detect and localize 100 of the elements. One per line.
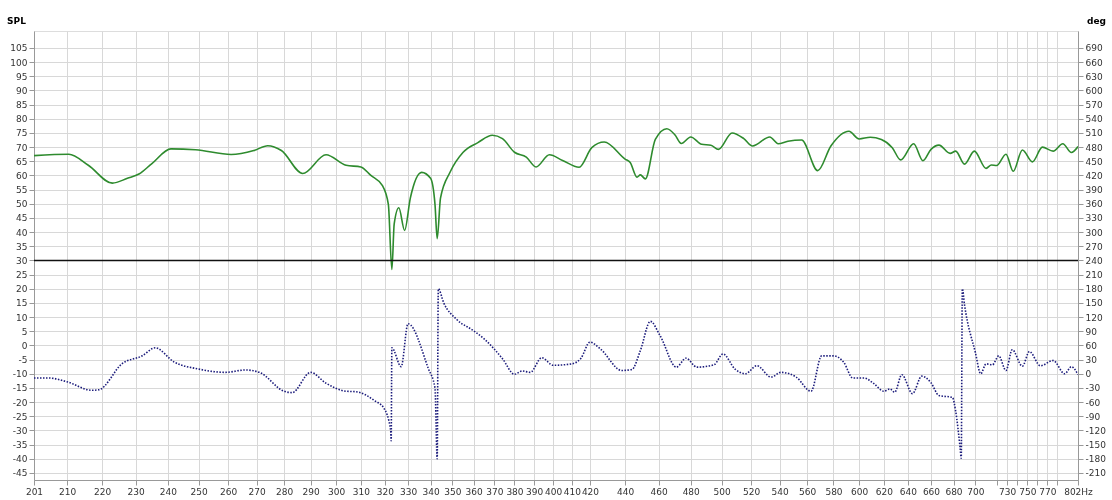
y2-tick-label: -30 (1085, 383, 1101, 394)
y-tick-label: -35 (12, 440, 28, 451)
x-tick-label: 580 (825, 486, 843, 497)
y2-tick-label: 180 (1085, 284, 1103, 295)
y2-tick-label: 120 (1085, 312, 1103, 323)
x-tick-label: 310 (352, 486, 371, 497)
x-tick-label: 230 (127, 486, 146, 497)
y-tick-label: 100 (10, 57, 28, 68)
x-tick-label: 360 (465, 486, 484, 497)
x-tick-label: 520 (743, 486, 761, 497)
x-tick-label: 201 (25, 486, 44, 497)
y-tick-label: 55 (16, 185, 28, 196)
y2-tick-label: 570 (1085, 100, 1103, 111)
y-tick-label: 90 (16, 85, 28, 96)
y-tick-label: 40 (16, 227, 28, 238)
y2-tick-label: 270 (1085, 241, 1103, 252)
x-tick-label: 220 (94, 486, 112, 497)
y-tick-label: 0 (21, 340, 28, 351)
y-axis-title: SPL (7, 15, 27, 26)
y-tick-label: -25 (12, 411, 28, 422)
x-tick-label: 390 (525, 486, 544, 497)
y2-axis-title: deg (1087, 15, 1106, 26)
x-tick-label: 270 (248, 486, 267, 497)
x-tick-label: 460 (650, 486, 668, 497)
y2-tick-label: -150 (1085, 440, 1107, 451)
x-tick-label: 750 (1019, 486, 1037, 497)
x-tick-label: 540 (771, 486, 789, 497)
y2-tick-label: 0 (1085, 369, 1092, 380)
y-tick-label: 70 (16, 142, 28, 153)
y2-tick-label: 510 (1085, 128, 1103, 139)
x-tick-label: 280 (275, 486, 294, 497)
y2-tick-label: 210 (1085, 270, 1103, 281)
x-tick-label: 350 (444, 486, 462, 497)
y2-tick-label: 90 (1085, 326, 1098, 337)
x-tick-label: 210 (58, 486, 77, 497)
y2-tick-label: 240 (1085, 255, 1103, 266)
y2-tick-label: -180 (1085, 454, 1107, 465)
y2-tick-label: 30 (1085, 355, 1098, 366)
y-tick-label: -30 (12, 425, 28, 436)
y-tick-label: 85 (16, 100, 28, 111)
x-tick-label: 802Hz (1064, 486, 1094, 497)
y-tick-label: -15 (12, 383, 28, 394)
x-tick-label: 770 (1039, 486, 1057, 497)
x-tick-label: 600 (850, 486, 869, 497)
x-tick-label: 400 (545, 486, 563, 497)
x-tick-label: 410 (563, 486, 582, 497)
y2-tick-label: -120 (1085, 425, 1107, 436)
y-tick-label: 75 (16, 128, 28, 139)
y2-tick-label: 390 (1085, 185, 1103, 196)
y-tick-label: 60 (16, 170, 28, 181)
x-tick-label: 290 (302, 486, 320, 497)
y-tick-label: -45 (12, 468, 28, 479)
x-tick-label: 260 (220, 486, 238, 497)
y2-tick-label: -90 (1085, 411, 1101, 422)
x-tick-label: 320 (376, 486, 395, 497)
y2-tick-label: 300 (1085, 227, 1103, 238)
y2-tick-label: 540 (1085, 114, 1103, 125)
x-tick-label: 440 (616, 486, 635, 497)
x-tick-label: 700 (967, 486, 985, 497)
y2-tick-label: 150 (1085, 298, 1103, 309)
y2-tick-label: 330 (1085, 213, 1103, 224)
y2-tick-label: 630 (1085, 71, 1103, 82)
x-tick-label: 420 (581, 486, 600, 497)
x-tick-label: 340 (422, 486, 440, 497)
y-tick-label: 25 (16, 270, 28, 281)
y2-tick-label: 660 (1085, 57, 1103, 68)
x-tick-label: 680 (945, 486, 963, 497)
y2-tick-label: 690 (1085, 43, 1103, 54)
x-tick-label: 250 (190, 486, 208, 497)
y-tick-label: 20 (16, 284, 28, 295)
y2-tick-label: 360 (1085, 199, 1103, 210)
y-tick-label: 105 (10, 43, 28, 54)
x-tick-label: 480 (682, 486, 701, 497)
x-tick-label: 240 (159, 486, 178, 497)
y-tick-label: 35 (16, 241, 28, 252)
y-tick-label: -40 (12, 454, 28, 465)
x-tick-label: 330 (399, 486, 418, 497)
y2-tick-label: 480 (1085, 142, 1103, 153)
y-tick-label: 45 (16, 213, 28, 224)
y2-tick-label: 60 (1085, 340, 1098, 351)
y-tick-label: 5 (21, 326, 28, 337)
y-tick-label: -20 (12, 397, 28, 408)
x-tick-label: 560 (798, 486, 817, 497)
y-tick-label: 95 (16, 71, 28, 82)
y-tick-label: -5 (18, 355, 28, 366)
x-tick-label: 370 (486, 486, 504, 497)
y-tick-label: 15 (16, 298, 28, 309)
y-tick-label: 80 (16, 114, 28, 125)
y-tick-label: 65 (16, 156, 28, 167)
y-tick-label: 10 (16, 312, 28, 323)
x-tick-label: 640 (899, 486, 918, 497)
x-tick-label: 730 (998, 486, 1017, 497)
y2-tick-label: 420 (1085, 170, 1103, 181)
x-tick-label: 620 (875, 486, 894, 497)
y2-tick-label: 450 (1085, 156, 1103, 167)
x-tick-label: 500 (713, 486, 731, 497)
x-tick-label: 660 (922, 486, 941, 497)
y2-tick-label: -210 (1085, 468, 1107, 479)
y2-tick-label: 600 (1085, 85, 1103, 96)
y-tick-label: -10 (12, 369, 28, 380)
